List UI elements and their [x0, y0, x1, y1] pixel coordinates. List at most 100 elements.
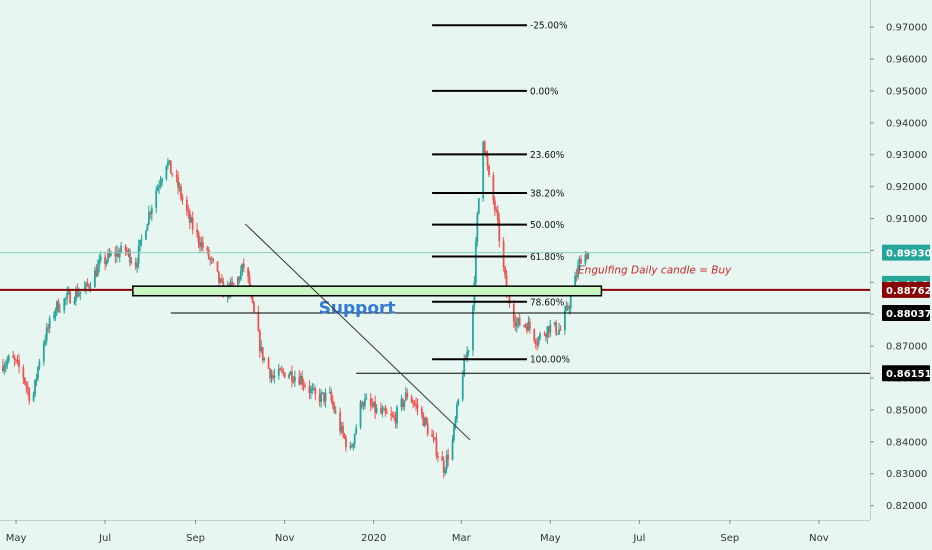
candles — [2, 139, 590, 479]
candle-up — [299, 375, 302, 385]
candle-up — [120, 245, 123, 253]
candle-up — [73, 300, 76, 304]
candle-down — [175, 175, 178, 178]
candle-up — [383, 408, 385, 410]
candle-down — [180, 186, 182, 198]
candle-down — [330, 391, 333, 401]
candle-down — [401, 399, 404, 407]
candle-up — [451, 440, 454, 460]
x-tick-label: May — [6, 533, 27, 544]
candle-down — [496, 210, 499, 220]
candle-down — [302, 384, 305, 386]
candle-down — [384, 408, 387, 413]
candle-up — [587, 252, 590, 259]
candle-down — [216, 261, 219, 272]
candle-down — [555, 322, 558, 334]
candle-up — [565, 305, 568, 311]
candle-down — [410, 396, 413, 403]
candle-up — [66, 293, 69, 299]
candle-down — [231, 281, 233, 284]
candle-down — [413, 403, 416, 405]
candle-down — [505, 275, 508, 293]
candle-down — [391, 415, 394, 417]
candle-up — [79, 291, 82, 294]
candle-down — [124, 245, 127, 252]
candle-up — [118, 252, 121, 258]
candle-down — [432, 436, 435, 438]
candle-up — [200, 242, 203, 247]
price-tag-label: 0.86151 — [886, 369, 932, 380]
candle-down — [559, 329, 562, 331]
candle-up — [58, 310, 61, 312]
trendline — [244, 223, 471, 441]
candle-up — [467, 350, 470, 352]
candle-up — [147, 212, 150, 225]
candle-down — [331, 400, 334, 406]
candle-down — [514, 321, 517, 327]
candle-down — [12, 355, 15, 358]
candle-up — [239, 270, 242, 280]
x-tick-label: Jul — [632, 533, 645, 544]
x-tick-label: Jul — [98, 533, 111, 544]
y-tick-label: 0.84000 — [886, 437, 927, 448]
fib-retracement: -25.00% 0.00% 23.60% 38.20% 50.00% 61.80% 78.6… — [432, 21, 570, 366]
candle-up — [156, 187, 159, 191]
candle-up — [77, 293, 80, 297]
candle-up — [539, 333, 542, 338]
candle-down — [350, 446, 353, 448]
candle-up — [584, 254, 587, 264]
candle-down — [533, 329, 536, 341]
candle-down — [314, 388, 317, 395]
candle-down — [425, 417, 428, 424]
horizontal-lines — [0, 252, 870, 374]
candle-down — [18, 360, 20, 367]
candle-down — [547, 326, 550, 333]
support-label: Support — [319, 299, 396, 319]
candle-down — [69, 291, 71, 304]
candle-down — [292, 381, 295, 383]
candle-down — [199, 242, 201, 247]
candle-up — [457, 399, 460, 405]
candle-down — [279, 368, 282, 371]
candle-up — [453, 426, 455, 441]
candle-up — [423, 417, 426, 426]
candle-up — [523, 325, 525, 327]
candle-down — [575, 275, 578, 277]
y-tick-label: 0.92000 — [886, 182, 927, 193]
candle-down — [269, 368, 271, 379]
candle-down — [333, 405, 336, 413]
candle-up — [311, 388, 314, 390]
candle-up — [477, 198, 480, 214]
candle-down — [543, 333, 546, 335]
candle-up — [32, 394, 35, 401]
y-tick-label: 0.87000 — [886, 342, 927, 353]
candle-down — [420, 408, 423, 415]
candle-down — [566, 305, 569, 310]
candle-down — [393, 416, 396, 418]
candle-up — [64, 298, 67, 300]
candle-down — [257, 312, 260, 332]
candle-up — [130, 261, 133, 263]
candle-up — [241, 263, 244, 271]
candle-down — [177, 177, 179, 188]
candle-up — [568, 307, 571, 310]
candle-up — [99, 256, 102, 261]
candle-down — [394, 417, 397, 424]
candle-down — [508, 293, 511, 304]
candle-down — [25, 383, 28, 387]
candle-up — [365, 398, 368, 400]
candle-down — [498, 219, 501, 241]
candle-down — [47, 327, 50, 329]
candle-down — [291, 371, 293, 382]
y-tick-label: 0.83000 — [886, 469, 927, 480]
x-tick-label: Nov — [275, 533, 295, 544]
candle-down — [238, 277, 241, 280]
y-tick-label: 0.94000 — [886, 118, 927, 129]
candle-up — [403, 400, 406, 407]
candle-up — [270, 375, 273, 379]
candle-up — [127, 250, 130, 252]
candle-up — [546, 326, 549, 338]
candle-down — [191, 217, 194, 230]
candle-up — [558, 329, 560, 334]
